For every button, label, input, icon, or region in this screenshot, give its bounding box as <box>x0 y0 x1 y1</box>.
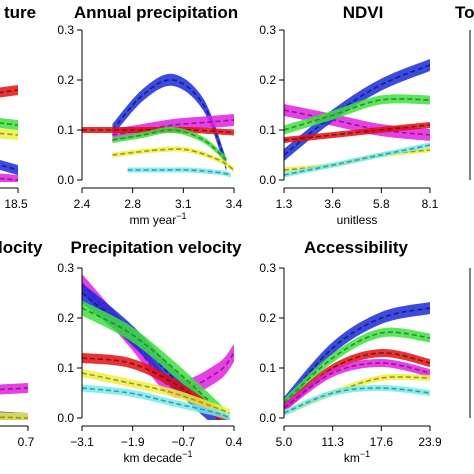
y-tick-label: 0.1 <box>57 361 74 375</box>
series-band <box>0 383 28 395</box>
y-tick-label: 0.0 <box>57 411 74 425</box>
x-tick-label: 5.8 <box>373 197 390 211</box>
series-line <box>112 148 234 171</box>
panel-precipitation-velocity: Precipitation velocity 0.0 0.1 0.2 0.3 −3.1 −1… <box>57 238 242 465</box>
series-band <box>284 302 430 409</box>
series-line <box>284 144 430 176</box>
series-line <box>284 362 430 409</box>
x-tick-label: 17.6 <box>370 435 394 449</box>
x-tick-label: 2.4 <box>74 197 91 211</box>
x-tick-label: 1.3 <box>276 197 293 211</box>
x-axis-label: km−1 <box>344 449 370 465</box>
x-tick-label: 0.7 <box>18 435 35 449</box>
y-tick-label: 0.1 <box>259 123 276 137</box>
series-line <box>82 372 230 414</box>
series-group <box>0 85 18 182</box>
series-band <box>284 94 430 135</box>
series-line <box>284 376 430 414</box>
series-line <box>284 124 430 141</box>
x-axis-label: mm year−1 <box>130 211 187 227</box>
y-tick-label: 0.1 <box>57 123 74 137</box>
series-group <box>284 302 430 416</box>
y-tick-label: 0.3 <box>57 23 74 37</box>
panel-title: Accessibility <box>304 238 408 257</box>
panel-temperature: ture 18.5 <box>0 3 36 211</box>
panel-annual-precipitation: Annual precipitation 0.0 0.1 0.2 0.3 2.4 2.8 3.… <box>57 3 242 227</box>
y-tick-label: 0.1 <box>259 361 276 375</box>
x-tick-label: −1.9 <box>121 435 145 449</box>
panel-title: To <box>455 3 474 22</box>
series-band <box>284 59 430 161</box>
series-line <box>284 307 430 404</box>
x-tick-label: 3.4 <box>226 197 243 211</box>
panel-to-partial: To <box>455 3 474 22</box>
series-line <box>82 282 234 391</box>
y-tick-label: 0.2 <box>57 73 74 87</box>
series-line <box>0 122 18 126</box>
x-axis-label: unitless <box>337 213 378 227</box>
panel-title: Annual precipitation <box>74 3 238 22</box>
panel-title: Precipitation velocity <box>71 238 243 257</box>
panel-title: ture <box>4 3 36 22</box>
panel-accessibility: Accessibility 0.0 0.1 0.2 0.3 5.0 11.3 17.6 23.9… <box>259 238 442 465</box>
series-band <box>82 300 226 420</box>
x-tick-label: 18.5 <box>4 197 28 211</box>
series-group <box>82 274 234 420</box>
y-tick-label: 0.0 <box>57 173 74 187</box>
series-line <box>284 331 430 404</box>
series-line <box>112 129 227 161</box>
x-axis-label: km decade−1 <box>124 449 193 465</box>
series-group <box>82 73 234 178</box>
series-band <box>112 146 234 173</box>
series-line <box>0 132 18 136</box>
series-line <box>127 169 232 176</box>
y-tick-label: 0.2 <box>259 73 276 87</box>
x-tick-label: 3.1 <box>175 197 192 211</box>
series-line <box>284 109 430 136</box>
x-tick-label: 11.3 <box>321 435 344 449</box>
series-line <box>0 177 18 181</box>
y-tick-label: 0.2 <box>57 311 74 325</box>
y-tick-label: 0.0 <box>259 411 276 425</box>
y-tick-label: 0.3 <box>57 261 74 275</box>
series-band <box>82 369 230 417</box>
x-tick-label: −3.1 <box>70 435 94 449</box>
x-tick-label: 5.0 <box>276 435 293 449</box>
y-tick-label: 0.0 <box>259 173 276 187</box>
panel-title: locity <box>0 238 43 257</box>
x-tick-label: 2.8 <box>124 197 141 211</box>
series-band <box>0 159 18 175</box>
series-band <box>284 104 430 141</box>
x-tick-label: 23.9 <box>418 435 442 449</box>
y-tick-label: 0.3 <box>259 261 276 275</box>
series-band <box>284 385 430 416</box>
x-tick-label: 3.6 <box>324 197 341 211</box>
series-group <box>0 383 28 420</box>
series-band <box>284 348 430 412</box>
y-tick-label: 0.2 <box>259 311 276 325</box>
y-tick-label: 0.3 <box>259 23 276 37</box>
series-line <box>0 164 18 171</box>
series-group <box>284 59 430 178</box>
x-tick-label: −0.7 <box>171 435 195 449</box>
series-band <box>0 173 18 182</box>
x-tick-label: 8.1 <box>422 197 439 211</box>
series-line <box>284 98 430 131</box>
series-line <box>284 387 430 414</box>
series-line <box>82 387 231 419</box>
series-band <box>127 167 231 178</box>
series-line <box>0 416 28 419</box>
series-band <box>82 384 230 420</box>
x-tick-label: 0.4 <box>226 435 243 449</box>
panel-velocity: locity 0.7 <box>0 238 43 449</box>
series-band <box>0 412 28 420</box>
panel-ndvi: NDVI 0.0 0.1 0.2 0.3 1.3 3.6 5.8 8.1 unitless <box>259 3 438 227</box>
panel-title: NDVI <box>343 3 384 22</box>
